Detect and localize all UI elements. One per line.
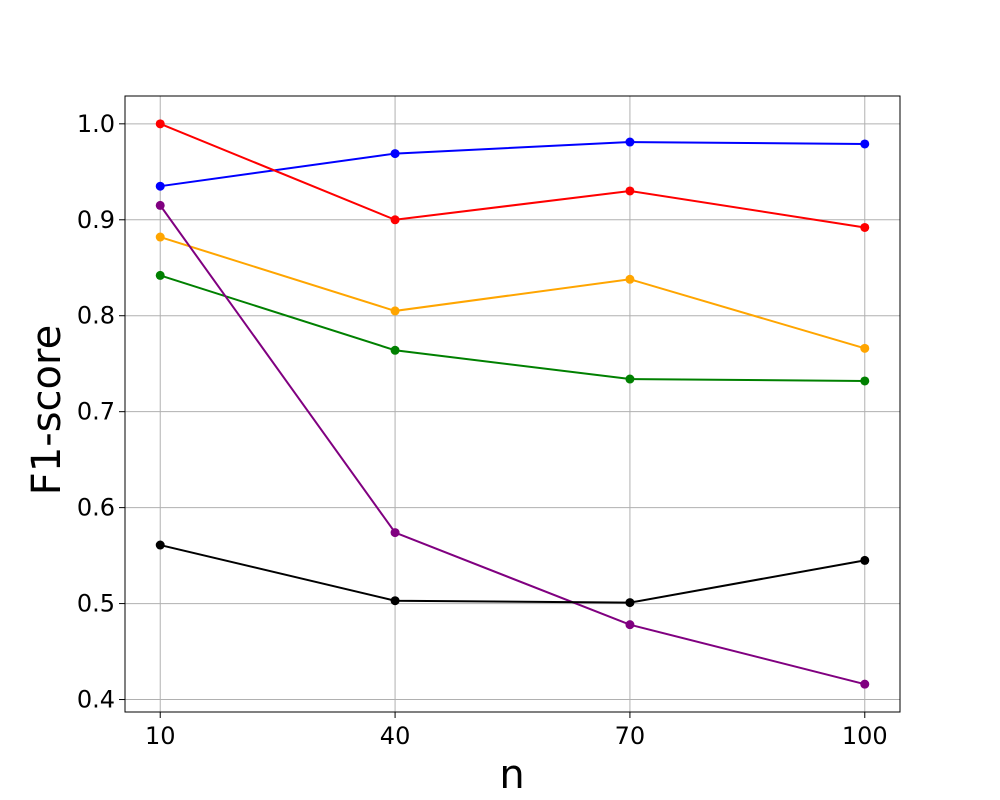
series [155, 540, 870, 608]
x-tick-label: 10 [145, 722, 176, 750]
y-tick-label: 0.9 [77, 206, 115, 234]
data-point [390, 596, 400, 606]
series-line [159, 544, 865, 604]
grid-layer [125, 96, 900, 712]
series [155, 137, 870, 191]
series-line [159, 204, 866, 686]
x-tick-label: 40 [380, 722, 411, 750]
x-tick-label: 70 [615, 722, 646, 750]
data-point [155, 181, 165, 191]
y-tick-label: 0.4 [77, 686, 115, 714]
series-line [159, 236, 866, 350]
data-point [625, 598, 635, 608]
data-point [155, 540, 165, 550]
plot-frame [124, 95, 901, 713]
data-point [390, 306, 400, 316]
x-tick-label: 100 [842, 722, 888, 750]
y-tick-label: 0.6 [77, 494, 115, 522]
x-axis-label: n [499, 752, 524, 798]
data-point [625, 620, 635, 630]
y-axis: 0.4 0.5 0.6 0.7 0.8 0.9 1.0 [77, 110, 125, 714]
series-layer [155, 119, 870, 689]
series-line [160, 141, 865, 188]
data-point [390, 528, 400, 538]
series [155, 270, 870, 386]
data-point [155, 270, 165, 280]
data-point [390, 345, 400, 355]
data-point [625, 374, 635, 384]
data-point [625, 186, 635, 196]
y-tick-label: 0.5 [77, 590, 115, 618]
series [155, 119, 870, 232]
data-point [155, 200, 165, 210]
series-line [159, 274, 865, 382]
series [155, 200, 870, 689]
series [155, 232, 870, 353]
data-point [390, 215, 400, 225]
data-point [625, 137, 635, 147]
data-point [155, 232, 165, 242]
x-axis: 10 40 70 100 [145, 712, 888, 750]
y-tick-label: 0.8 [77, 302, 115, 330]
data-point [860, 343, 870, 353]
y-tick-label: 0.7 [77, 398, 115, 426]
series-line [159, 122, 865, 229]
data-point [860, 139, 870, 149]
data-point [155, 119, 165, 129]
data-point [860, 222, 870, 232]
data-point [860, 555, 870, 565]
data-point [625, 274, 635, 284]
y-axis-label: F1-score [24, 325, 70, 495]
data-point [390, 149, 400, 159]
data-point [860, 376, 870, 386]
data-point [860, 679, 870, 689]
y-tick-label: 1.0 [77, 110, 115, 138]
